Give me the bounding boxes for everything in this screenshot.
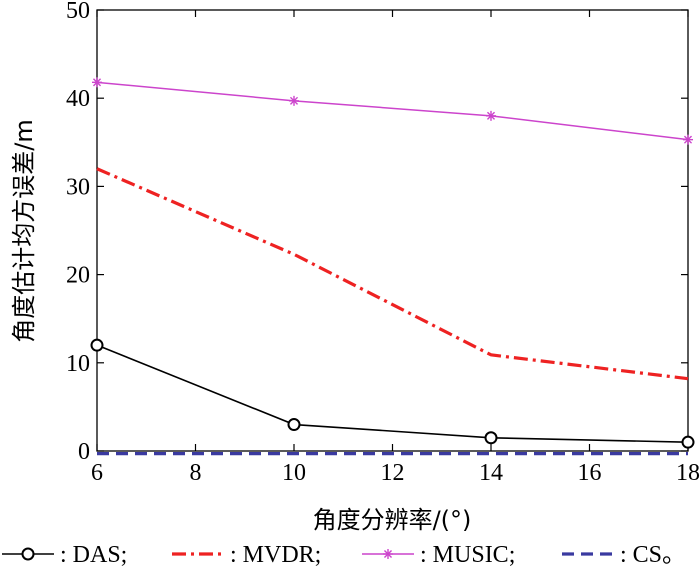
x-tick-label-0: 6 — [91, 460, 103, 486]
legend: : DAS; : MVDR; : MUSIC; : CS。 — [2, 542, 686, 568]
y-tick-label-1: 10 — [66, 351, 90, 377]
series-music-point-3 — [683, 134, 693, 145]
legend-music-label: : MUSIC; — [420, 542, 515, 568]
axis-ticks: 6 8 10 12 14 16 18 0 10 20 30 40 50 — [66, 0, 700, 486]
legend-cs-label: : CS。 — [620, 542, 686, 568]
series-music-line — [96, 81, 689, 141]
series-das-point-1 — [287, 418, 301, 432]
x-tick-label-4: 14 — [479, 460, 503, 486]
y-tick-label-3: 30 — [66, 174, 90, 200]
y-tick-label-4: 40 — [66, 86, 90, 112]
series-mvdr-line — [96, 167, 689, 381]
legend-das-marker — [21, 547, 35, 561]
legend-music-marker — [383, 549, 393, 559]
x-axis-title: 角度分辨率/(°) — [313, 506, 472, 534]
y-axis-title: 角度估计均方误差/m — [10, 119, 38, 342]
legend-das-label: : DAS; — [60, 542, 127, 568]
y-tick-label-0: 0 — [78, 439, 90, 465]
series-das-point-0 — [90, 338, 104, 352]
x-tick-label-6: 18 — [676, 460, 700, 486]
series-music-point-2 — [486, 110, 496, 121]
y-tick-label-2: 20 — [66, 263, 90, 289]
series-das-line — [96, 344, 689, 443]
x-tick-label-2: 10 — [282, 460, 306, 486]
series-music-point-0 — [92, 77, 102, 88]
y-tick-label-5: 50 — [66, 0, 90, 24]
series-music-point-1 — [289, 95, 299, 106]
plot-frame — [96, 9, 689, 452]
x-tick-label-1: 8 — [190, 460, 202, 486]
legend-mvdr-label: : MVDR; — [230, 542, 321, 568]
series-das-point-3 — [681, 435, 695, 449]
series-group — [90, 77, 695, 456]
series-das-point-2 — [484, 431, 498, 445]
x-tick-label-5: 16 — [578, 460, 602, 486]
x-tick-label-3: 12 — [381, 460, 405, 486]
